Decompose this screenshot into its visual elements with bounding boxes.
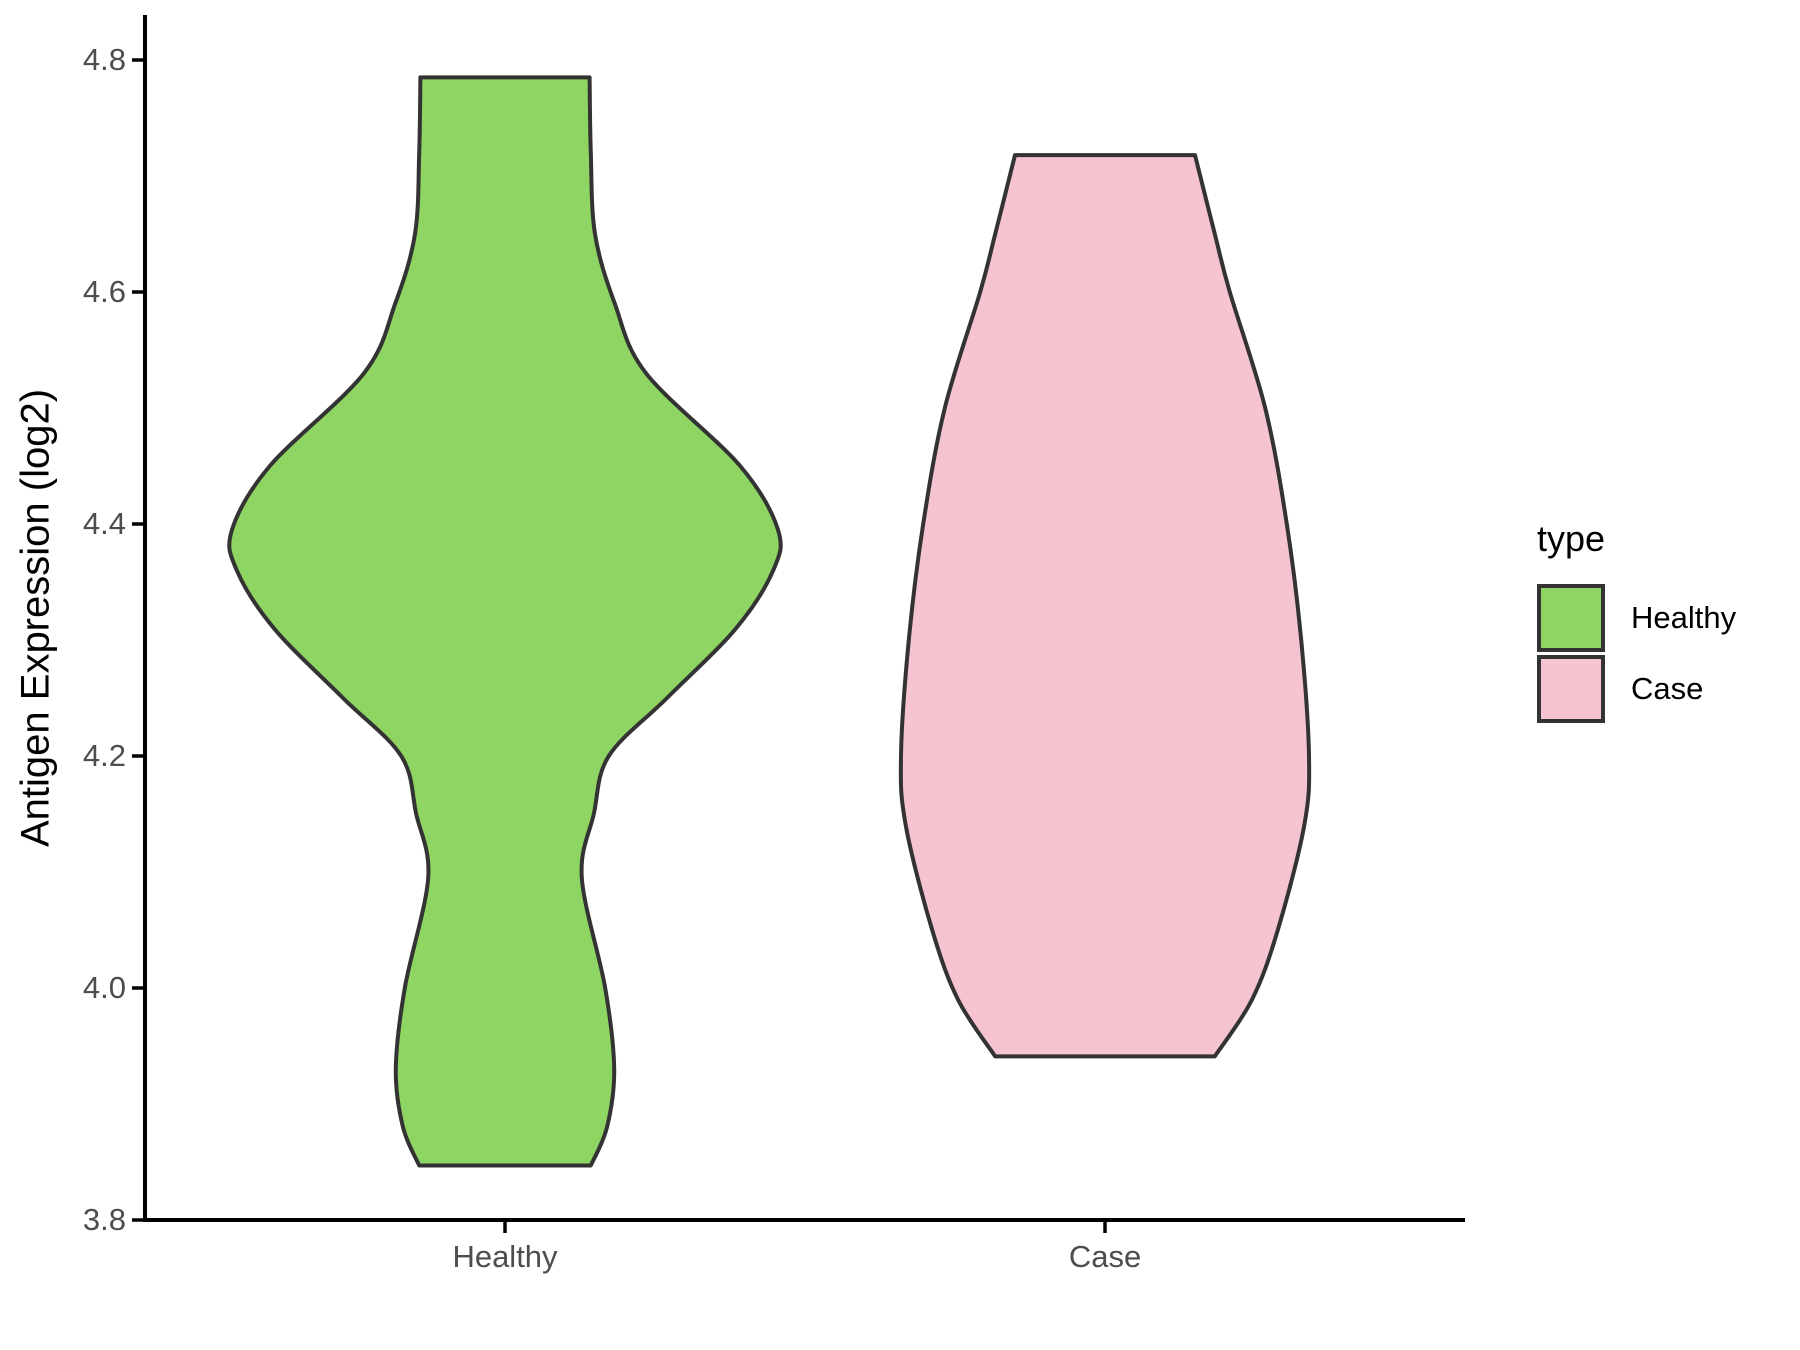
y-axis-tick-label: 3.8 bbox=[82, 1202, 126, 1237]
legend-title: type bbox=[1537, 518, 1606, 559]
legend-swatch-healthy bbox=[1537, 584, 1605, 652]
y-axis-tick-label: 4.4 bbox=[82, 506, 126, 541]
legend-label: Case bbox=[1631, 671, 1704, 706]
y-axis-title: Antigen Expression (log2) bbox=[13, 388, 58, 848]
legend-entry-case: Case bbox=[1537, 655, 1736, 723]
legend-entries: Healthy Case bbox=[1537, 584, 1736, 723]
violin-case bbox=[898, 153, 1312, 1059]
axes-layer bbox=[132, 15, 1465, 1233]
legend-swatch-case bbox=[1537, 655, 1605, 723]
y-axis-tick-label: 4.8 bbox=[82, 42, 126, 77]
violins-layer bbox=[227, 75, 1312, 1168]
legend-entry-healthy: Healthy bbox=[1537, 584, 1736, 652]
y-axis-tick-label: 4.0 bbox=[82, 970, 126, 1005]
x-axis-tick-label: Healthy bbox=[452, 1239, 558, 1274]
y-axis-tick-label: 4.2 bbox=[82, 738, 126, 773]
legend: type Healthy Case bbox=[1537, 518, 1736, 726]
legend-label: Healthy bbox=[1631, 600, 1737, 635]
x-axis-tick-label: Case bbox=[1068, 1239, 1142, 1274]
violin-healthy bbox=[227, 75, 783, 1168]
y-axis-tick-label: 4.6 bbox=[82, 274, 126, 309]
